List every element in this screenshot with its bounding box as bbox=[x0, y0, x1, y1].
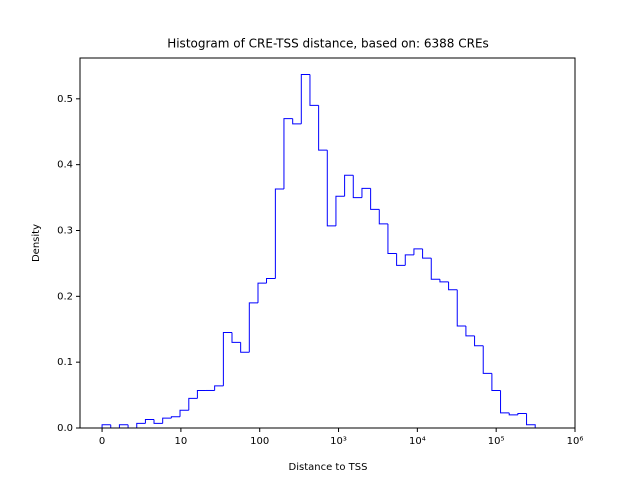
histogram-bar bbox=[257, 282, 267, 303]
histogram-bar bbox=[292, 118, 302, 125]
y-tick-label: 0.0 bbox=[57, 423, 73, 434]
histogram-bar bbox=[335, 195, 345, 226]
plot-frame bbox=[79, 57, 576, 429]
histogram-bar bbox=[170, 416, 181, 419]
histogram-bar bbox=[266, 278, 276, 284]
histogram-bar bbox=[474, 335, 484, 347]
x-tick-label: 10⁶ bbox=[567, 436, 584, 447]
chart-title: Histogram of CRE-TSS distance, based on:… bbox=[167, 37, 489, 51]
x-tick-label: 10⁵ bbox=[488, 436, 505, 447]
histogram-bar bbox=[352, 175, 362, 199]
histogram-bar bbox=[439, 279, 449, 283]
histogram-bar bbox=[118, 424, 129, 428]
x-tick-label: 10⁴ bbox=[409, 436, 426, 447]
histogram-bar bbox=[422, 248, 432, 259]
histogram-bar bbox=[326, 150, 336, 227]
histogram-bar bbox=[387, 223, 397, 255]
y-axis-label: Density bbox=[31, 224, 42, 262]
histogram-bar bbox=[153, 419, 163, 424]
y-tick-label: 0.2 bbox=[57, 291, 73, 302]
histogram-bar bbox=[240, 342, 250, 353]
histogram-bar bbox=[101, 424, 111, 428]
histogram-bar bbox=[430, 258, 440, 280]
histogram-bar bbox=[396, 253, 406, 266]
histogram-bar bbox=[318, 105, 328, 151]
histogram-bar bbox=[482, 345, 492, 374]
histogram-bar bbox=[526, 413, 536, 428]
x-tick-label: 10 bbox=[175, 436, 188, 447]
histogram-bar bbox=[413, 248, 423, 255]
y-tick-label: 0.4 bbox=[57, 160, 73, 171]
histogram-bar bbox=[370, 188, 380, 210]
histogram-bar bbox=[196, 389, 206, 399]
y-tick-label: 0.5 bbox=[57, 94, 73, 105]
histogram-bar bbox=[179, 409, 189, 417]
y-tick-label: 0.3 bbox=[57, 225, 73, 236]
histogram-bar bbox=[361, 187, 371, 198]
histogram-bar bbox=[222, 332, 232, 386]
histogram-bar bbox=[214, 385, 224, 391]
histogram-bar bbox=[248, 302, 258, 353]
histogram-bar bbox=[283, 118, 293, 190]
histogram-bar bbox=[162, 417, 172, 424]
histogram-bar bbox=[144, 418, 155, 424]
histogram-bar bbox=[500, 390, 510, 414]
x-axis-label: Distance to TSS bbox=[289, 462, 368, 473]
histogram-bar bbox=[378, 209, 388, 225]
histogram-bar bbox=[508, 412, 518, 416]
histogram-bar bbox=[300, 73, 310, 124]
histogram-bar bbox=[231, 332, 241, 343]
y-tick-label: 0.1 bbox=[57, 357, 73, 368]
histogram-bar bbox=[456, 289, 466, 327]
histogram-bar bbox=[136, 422, 146, 428]
histogram-bar bbox=[465, 325, 475, 337]
histogram-bar bbox=[491, 373, 501, 391]
histogram-bar bbox=[309, 74, 319, 106]
x-tick-label: 10³ bbox=[330, 436, 347, 447]
histogram-bar bbox=[517, 413, 527, 415]
histogram-bar bbox=[448, 281, 458, 291]
histogram-bar bbox=[274, 188, 284, 279]
x-tick-label: 0 bbox=[99, 436, 105, 447]
histogram-bar bbox=[404, 254, 414, 266]
histogram-bar bbox=[188, 397, 198, 411]
histogram-bar bbox=[344, 174, 354, 197]
x-tick-label: 100 bbox=[250, 436, 269, 447]
